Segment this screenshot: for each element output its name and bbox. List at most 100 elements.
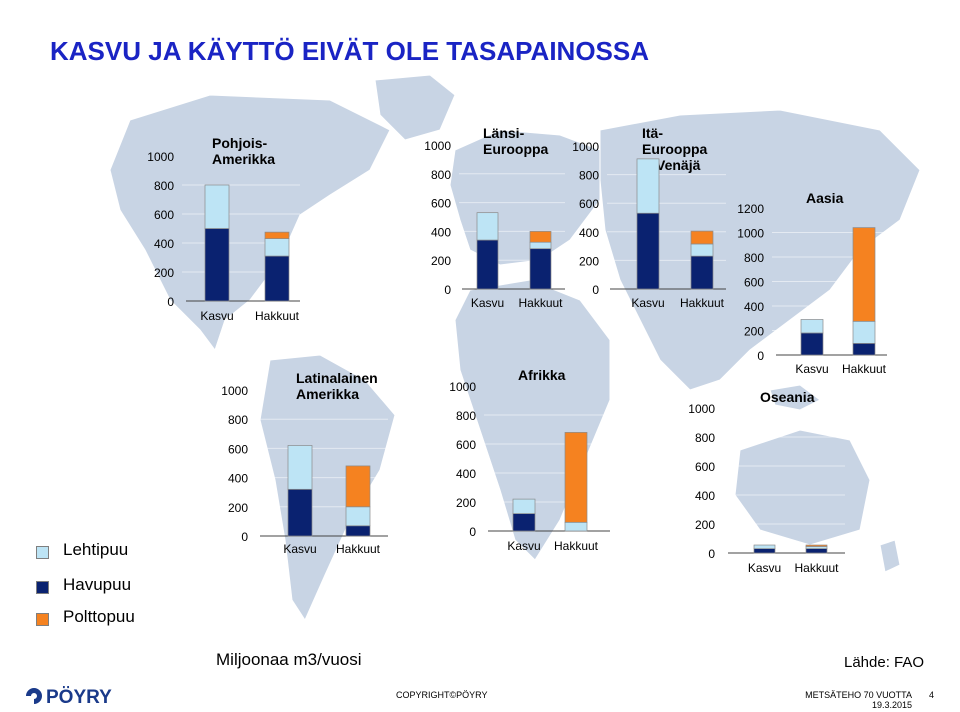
y-tick-label: 600 (579, 197, 599, 211)
legend-swatch-polttopuu (36, 613, 49, 626)
bar-kasvu-havupuu (204, 228, 230, 302)
chart-title: Länsi-Eurooppa (483, 125, 549, 157)
slide-title: KASVU JA KÄYTTÖ EIVÄT OLE TASAPAINOSSA (50, 36, 650, 66)
y-tick-label: 600 (431, 197, 451, 211)
bar-kasvu-lehtipuu (753, 544, 776, 550)
y-tick-label: 1000 (449, 380, 476, 394)
copyright: COPYRIGHT©PÖYRY (396, 690, 488, 700)
chart-title-line: Amerikka (296, 386, 359, 402)
y-tick-label: 800 (431, 168, 451, 182)
y-tick-label: 400 (579, 226, 599, 240)
y-tick-label: 1000 (688, 402, 715, 416)
category-label: Hakkuut (554, 539, 599, 553)
y-tick-label: 800 (228, 413, 248, 427)
category-label: Kasvu (795, 362, 828, 376)
y-tick-label: 0 (708, 547, 715, 561)
y-tick-label: 400 (228, 472, 248, 486)
legend-swatch-havupuu (36, 581, 49, 594)
y-tick-label: 800 (695, 431, 715, 445)
y-tick-label: 200 (579, 254, 599, 268)
bar-kasvu-havupuu (636, 212, 660, 290)
chart-1: 1000 800 600 400 200 0 Länsi-Eurooppa Kasvu Hakk… (424, 125, 565, 310)
chart-0: 1000 800 600 400 200 0 Pohjois-Amerikka Kasvu Ha… (147, 135, 300, 323)
bar-kasvu-havupuu (512, 513, 536, 532)
chart-5: 1000 800 600 400 200 0 Afrikka Kasvu Hakkuut (449, 367, 610, 553)
chart-title-line: Eurooppa (642, 141, 708, 157)
y-tick-label: 600 (695, 460, 715, 474)
y-tick-label: 1000 (737, 227, 764, 241)
category-label: Kasvu (200, 309, 233, 323)
bar-kasvu-havupuu (287, 488, 313, 537)
chart-title: Pohjois-Amerikka (212, 135, 275, 167)
bar-kasvu-havupuu (753, 548, 776, 554)
chart-title-line: Aasia (806, 190, 844, 206)
chart-title-line: Amerikka (212, 151, 275, 167)
category-label: Hakkuut (680, 296, 725, 310)
category-label: Hakkuut (518, 296, 563, 310)
y-tick-label: 600 (228, 442, 248, 456)
y-tick-label: 200 (695, 518, 715, 532)
category-label: Hakkuut (336, 542, 381, 556)
legend-swatch-lehtipuu (36, 546, 49, 559)
bar-hakkuut-lehtipuu (345, 506, 371, 527)
y-tick-label: 600 (744, 276, 764, 290)
bar-hakkuut-havupuu (852, 343, 876, 356)
bar-hakkuut-polttopuu (264, 231, 290, 240)
y-tick-label: 400 (695, 489, 715, 503)
category-label: Hakkuut (794, 561, 839, 575)
bar-kasvu-lehtipuu (287, 445, 313, 490)
bar-kasvu-havupuu (800, 332, 824, 356)
legend-label-lehtipuu: Lehtipuu (63, 540, 129, 559)
y-tick-label: 1000 (221, 384, 248, 398)
chart-title: Latinalainen Amerikka (296, 370, 378, 402)
chart-title-line: Pohjois- (212, 135, 268, 151)
bar-hakkuut-polttopuu (345, 465, 371, 508)
footer-org: METSÄTEHO 70 VUOTTA (805, 690, 912, 700)
bar-hakkuut-lehtipuu (690, 243, 714, 257)
category-label: Kasvu (507, 539, 540, 553)
category-label: Kasvu (471, 296, 504, 310)
chart-title-line: Afrikka (518, 367, 566, 383)
bar-hakkuut-lehtipuu (529, 241, 552, 250)
category-label: Kasvu (283, 542, 316, 556)
chart-4: 1000 800 600 400 200 0 Latinalainen Amerikka Kas… (221, 370, 388, 556)
y-tick-label: 0 (757, 349, 764, 363)
bar-kasvu-lehtipuu (512, 498, 536, 514)
page-number: 4 (929, 690, 935, 700)
bar-hakkuut-havupuu (345, 525, 371, 537)
y-tick-label: 400 (154, 237, 174, 251)
y-tick-label: 800 (154, 179, 174, 193)
poyry-logo: PÖYRY (26, 687, 112, 708)
y-tick-label: 400 (744, 300, 764, 314)
y-tick-label: 200 (456, 496, 476, 510)
bar-kasvu-lehtipuu (204, 184, 230, 229)
category-label: Kasvu (748, 561, 781, 575)
footer-info: METSÄTEHO 70 VUOTTA 19.3.2015 (800, 690, 912, 710)
y-tick-label: 600 (154, 208, 174, 222)
bar-hakkuut-havupuu (264, 255, 290, 302)
chart-title-line: Länsi- (483, 125, 525, 141)
chart-title: Oseania (760, 389, 815, 405)
y-tick-label: 400 (431, 225, 451, 239)
y-tick-label: 1000 (424, 139, 451, 153)
chart-6: 1000 800 600 400 200 0 Oseania Kasvu Hakkuut (688, 389, 845, 575)
legend-label-polttopuu: Polttopuu (63, 607, 135, 626)
y-tick-label: 200 (431, 254, 451, 268)
bar-kasvu-lehtipuu (476, 212, 499, 241)
bar-hakkuut-havupuu (529, 248, 552, 290)
bar-hakkuut-havupuu (690, 255, 714, 290)
bar-kasvu-lehtipuu (636, 158, 660, 214)
bar-hakkuut-polttopuu (690, 230, 714, 245)
y-tick-label: 0 (167, 295, 174, 309)
chart-3: 1200 1000 800 600 400 200 0 Aasia Kasvu Hakkuut (737, 190, 887, 376)
chart-title: Aasia (806, 190, 844, 206)
y-tick-label: 0 (241, 530, 248, 544)
bar-hakkuut-havupuu (805, 548, 828, 554)
bar-hakkuut-polttopuu (852, 227, 876, 322)
chart-title-line: Itä- (642, 125, 663, 141)
bar-hakkuut-polttopuu (805, 544, 828, 547)
unit-label: Miljoonaa m3/vuosi (216, 650, 362, 669)
y-tick-label: 400 (456, 467, 476, 481)
